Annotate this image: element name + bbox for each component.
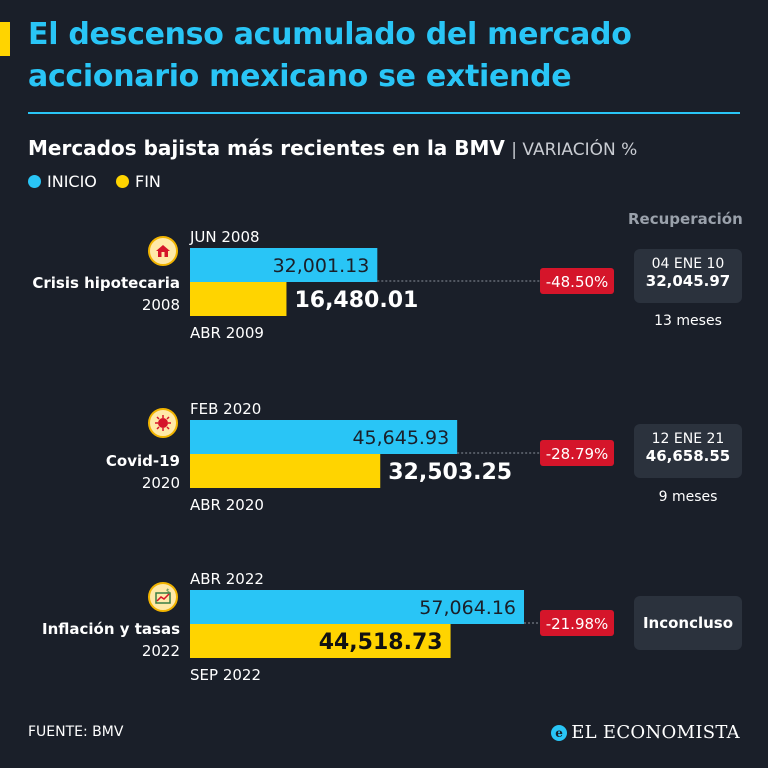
start-date-label: FEB 2020 [190, 400, 261, 418]
change-label: -28.79% [546, 445, 609, 463]
title-accent-bar [0, 22, 10, 56]
end-value-label: 44,518.73 [319, 630, 443, 655]
recovery-box-covid: 12 ENE 21 46,658.55 [634, 424, 742, 478]
title-line-2: accionario mexicano se extiende [28, 59, 572, 94]
chart-legend: INICIO FIN [28, 172, 175, 191]
title-line-1: El descenso acumulado del mercado [28, 17, 632, 52]
start-date-label: JUN 2008 [189, 228, 260, 246]
page-title: El descenso acumulado del mercado accion… [28, 14, 748, 98]
end-date-label: ABR 2009 [190, 324, 264, 342]
legend-item-end: FIN [115, 172, 161, 191]
category-year: 2022 [141, 642, 180, 660]
category-year: 2008 [141, 296, 180, 314]
legend-label-end: FIN [134, 172, 161, 191]
category-label-crisis: Crisis hipotecaria 2008 [32, 274, 180, 314]
change-badge [540, 610, 614, 636]
change-label: -21.98% [546, 615, 609, 633]
start-value-label: 32,001.13 [273, 255, 370, 277]
category-name: Covid-19 [105, 452, 180, 470]
recovery-duration-crisis: 13 meses [654, 313, 722, 329]
chart-subtitle: Mercados bajista más recientes en la BMV… [28, 134, 637, 164]
start-value-label: 57,064.16 [419, 597, 516, 619]
legend-item-start: INICIO [28, 172, 97, 191]
end-bar [190, 454, 381, 488]
subtitle-text: Mercados bajista más recientes en la BMV [28, 136, 505, 160]
category-label-covid: Covid-19 2020 [106, 452, 180, 492]
virus-icon [148, 408, 178, 438]
svg-text:$: $ [166, 588, 170, 595]
recovery-duration-covid: 9 meses [658, 489, 718, 505]
recovery-value: 32,045.97 [645, 272, 731, 290]
end-bar [190, 624, 451, 658]
start-bar [190, 590, 524, 624]
category-label-inflation: Inflación y tasas 2022 [42, 620, 180, 660]
legend-swatch-end [115, 175, 129, 188]
category-year: 2020 [141, 474, 180, 492]
end-date-label: ABR 2020 [190, 496, 264, 514]
subtitle-unit: VARIACIÓN % [522, 140, 638, 160]
end-value-label: 16,480.01 [294, 288, 418, 313]
end-bar [190, 282, 287, 316]
source-note: FUENTE: BMV [28, 724, 124, 740]
recovery-date: 04 ENE 10 [651, 256, 725, 272]
category-name: Inflación y tasas [41, 620, 180, 638]
change-badge [540, 440, 614, 466]
end-date-label: SEP 2022 [190, 666, 261, 684]
recovery-value: 46,658.55 [645, 447, 731, 465]
brand-name: EL ECONOMISTA [571, 722, 740, 743]
start-value-label: 45,645.93 [352, 427, 449, 449]
recovery-date: 12 ENE 21 [651, 431, 725, 447]
change-label: -48.50% [546, 273, 609, 291]
recovery-box-crisis: 04 ENE 10 32,045.97 [634, 249, 742, 303]
recovery-header: Recuperación [628, 210, 743, 228]
recovery-box-inflation: Inconcluso [634, 596, 742, 650]
legend-label-start: INICIO [47, 172, 97, 191]
money-chart-icon: $ [148, 582, 178, 612]
recovery-status: Inconcluso [642, 614, 734, 632]
legend-swatch-start [28, 175, 41, 188]
brand-mark-icon: e [551, 725, 568, 741]
category-name: Crisis hipotecaria [32, 274, 180, 292]
subtitle-separator: | [511, 140, 523, 160]
change-badge [540, 268, 614, 294]
title-divider [28, 112, 740, 114]
start-bar [190, 248, 378, 282]
brand-logo: e EL ECONOMISTA [551, 722, 740, 743]
end-value-label: 32,503.25 [388, 460, 512, 485]
start-bar [190, 420, 458, 454]
start-date-label: ABR 2022 [190, 570, 264, 588]
house-crisis-icon [148, 236, 178, 266]
